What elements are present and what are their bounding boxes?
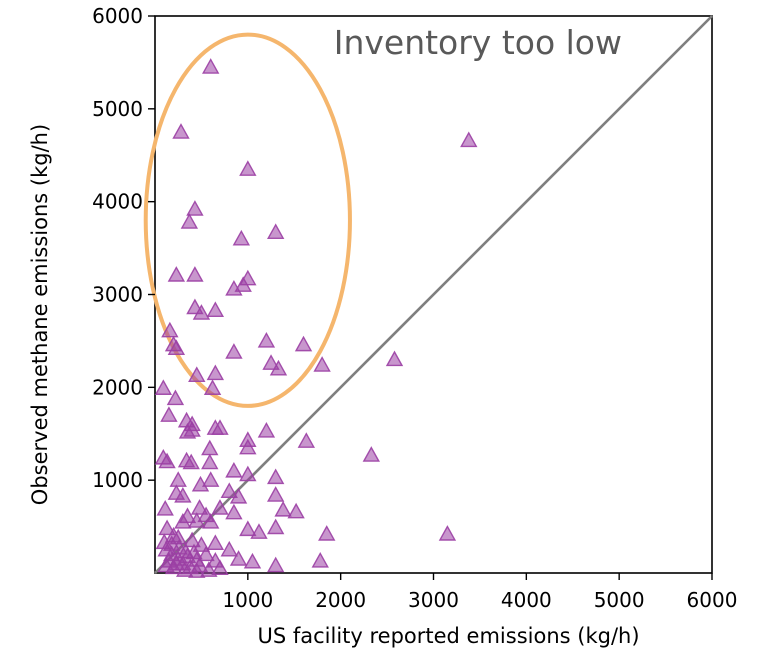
- data-point: [362, 446, 380, 462]
- data-point: [211, 499, 229, 515]
- data-point: [169, 471, 187, 487]
- data-point: [201, 453, 219, 470]
- data-point: [239, 160, 257, 176]
- data-point: [188, 366, 206, 382]
- data-point: [294, 335, 313, 352]
- data-point: [438, 525, 457, 541]
- highlight-ellipse: [143, 32, 352, 408]
- x-tick-label: 6000: [687, 588, 738, 612]
- data-point: [220, 482, 238, 499]
- data-point: [239, 465, 257, 482]
- data-point: [176, 561, 194, 577]
- data-point: [250, 523, 268, 539]
- x-tick-label: 5000: [594, 588, 645, 612]
- x-axis-label: US facility reported emissions (kg/h): [257, 624, 639, 648]
- data-point: [232, 229, 251, 246]
- data-point: [460, 131, 478, 148]
- data-point: [190, 499, 209, 515]
- data-point: [243, 552, 262, 569]
- data-point: [183, 421, 201, 437]
- data-point: [257, 331, 276, 348]
- y-tick-label: 4000: [92, 190, 143, 214]
- y-tick-label: 1000: [92, 468, 143, 492]
- data-point: [266, 486, 285, 502]
- data-point: [166, 389, 185, 406]
- x-tick-label: 2000: [315, 588, 366, 612]
- data-point: [206, 301, 225, 317]
- data-point: [266, 556, 285, 573]
- x-tick-label: 4000: [501, 588, 552, 612]
- data-point: [167, 266, 186, 282]
- data-point: [206, 364, 225, 381]
- data-point: [174, 513, 192, 529]
- data-point: [156, 500, 174, 516]
- annotation-text: Inventory too low: [334, 23, 622, 62]
- data-point: [186, 266, 204, 282]
- data-point: [167, 554, 186, 571]
- y-tick-label: 3000: [92, 283, 143, 307]
- data-point: [186, 200, 204, 216]
- plot-area: 1000 2000 3000 4000 5000 6000 1000 2000 3000 4000…: [92, 4, 737, 612]
- data-point: [203, 379, 222, 395]
- data-point: [158, 519, 176, 536]
- data-point: [225, 503, 243, 520]
- data-point: [266, 223, 285, 240]
- x-tick-label: 1000: [222, 588, 273, 612]
- data-point: [188, 562, 206, 578]
- data-point: [262, 354, 280, 370]
- data-point: [311, 551, 329, 568]
- data-point: [202, 471, 220, 487]
- data-point: [211, 419, 229, 435]
- x-tick-label: 3000: [408, 588, 459, 612]
- data-point: [202, 513, 220, 529]
- data-point: [274, 500, 292, 517]
- data-point: [318, 525, 336, 541]
- y-tick-label: 2000: [92, 375, 143, 399]
- data-point: [206, 534, 225, 550]
- data-point: [192, 304, 211, 320]
- data-point: [220, 540, 238, 557]
- data-point: [225, 279, 243, 296]
- data-point: [172, 123, 190, 139]
- data-point: [239, 438, 257, 455]
- data-point: [201, 439, 219, 456]
- data-point: [257, 422, 276, 438]
- data-point: [180, 213, 199, 229]
- data-point: [225, 461, 243, 478]
- data-point: [197, 545, 215, 562]
- data-point: [297, 432, 316, 448]
- data-point: [191, 475, 210, 492]
- data-point: [266, 518, 285, 535]
- data-point: [211, 559, 229, 576]
- data-point: [287, 502, 305, 519]
- data-point: [154, 448, 173, 465]
- y-tick-label: 6000: [92, 4, 143, 28]
- data-point: [225, 343, 243, 359]
- y-tick-label: 5000: [92, 97, 143, 121]
- data-point: [174, 487, 192, 503]
- data-point: [167, 339, 186, 356]
- data-point: [266, 468, 285, 485]
- data-point: [269, 359, 288, 376]
- data-point: [239, 520, 257, 537]
- data-point: [313, 356, 331, 372]
- data-point: [185, 543, 203, 560]
- data-point: [229, 550, 248, 566]
- data-points: [154, 58, 478, 578]
- data-point: [229, 487, 248, 504]
- data-point: [202, 58, 220, 74]
- data-point: [160, 406, 178, 422]
- data-point: [234, 276, 252, 292]
- data-point: [385, 350, 404, 367]
- data-point: [183, 531, 201, 548]
- data-point: [188, 512, 206, 528]
- y-axis-label: Observed methane emissions (kg/h): [28, 124, 52, 505]
- data-point: [161, 321, 179, 338]
- data-point: [182, 453, 200, 470]
- data-point: [154, 379, 173, 395]
